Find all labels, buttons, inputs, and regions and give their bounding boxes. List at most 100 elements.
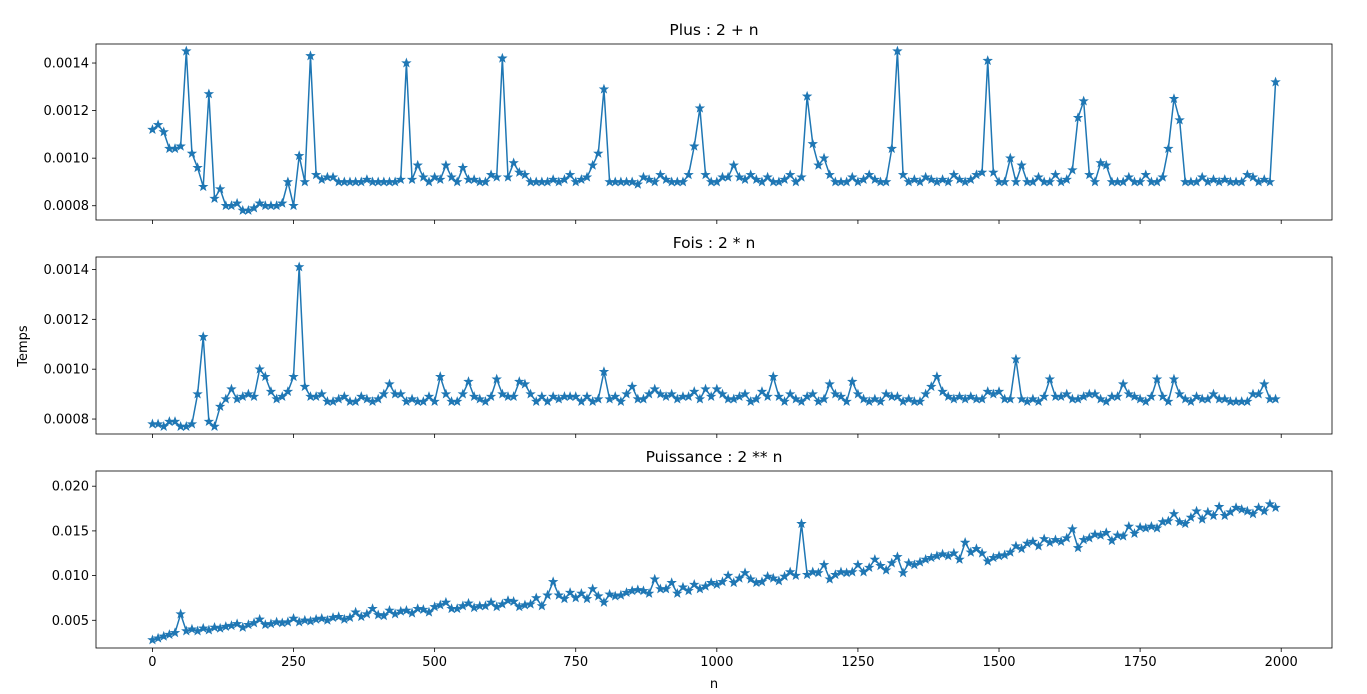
data-point <box>1219 174 1230 184</box>
data-point <box>649 573 660 584</box>
data-point <box>1134 393 1146 404</box>
data-point <box>959 176 971 187</box>
data-point <box>660 391 672 402</box>
data-point <box>824 378 835 389</box>
data-point <box>547 391 559 402</box>
x-tick-label: 1000 <box>700 655 733 670</box>
data-point <box>203 416 215 426</box>
data-point <box>672 393 683 404</box>
data-point <box>1044 373 1056 384</box>
data-point <box>502 595 514 606</box>
data-point <box>502 171 514 182</box>
data-point <box>835 566 847 577</box>
data-point <box>892 45 903 56</box>
data-point <box>587 396 598 407</box>
data-point <box>508 596 519 606</box>
data-point <box>1168 508 1180 519</box>
data-point <box>999 549 1010 560</box>
data-point <box>818 393 830 404</box>
data-point <box>598 366 610 377</box>
data-point <box>807 388 818 399</box>
data-point <box>226 200 237 211</box>
data-point <box>1072 112 1084 123</box>
data-point <box>440 159 452 170</box>
data-point <box>604 393 615 404</box>
data-point <box>903 176 914 187</box>
data-point <box>677 176 689 187</box>
data-point <box>446 171 457 182</box>
data-point <box>519 378 531 389</box>
data-point <box>305 50 316 61</box>
data-point <box>694 583 706 594</box>
data-point <box>429 396 440 407</box>
data-point <box>1112 529 1123 540</box>
data-point <box>356 391 367 402</box>
data-point <box>1117 378 1129 389</box>
data-point <box>666 388 677 399</box>
data-point <box>418 171 429 182</box>
data-point <box>593 147 604 158</box>
data-point <box>739 567 751 578</box>
data-point <box>451 176 463 187</box>
data-point <box>1146 520 1157 531</box>
data-point <box>999 176 1010 187</box>
data-point <box>491 601 502 612</box>
data-point <box>948 393 960 404</box>
axes-frame <box>95 470 1333 649</box>
data-point <box>457 162 469 173</box>
data-point <box>943 550 954 561</box>
data-point <box>389 176 401 187</box>
data-point <box>649 176 660 187</box>
data-point <box>570 391 581 402</box>
data-point <box>1270 76 1281 87</box>
data-point <box>796 171 807 182</box>
data-point <box>564 587 576 598</box>
data-point <box>689 386 700 397</box>
data-point <box>734 391 745 402</box>
data-point <box>943 391 954 402</box>
data-point <box>1202 176 1214 187</box>
subplot-fois: Fois : 2 * n 0.0008 0.0010 0.0012 0.0014 <box>44 234 1333 438</box>
x-tick-label: 250 <box>281 655 306 670</box>
data-point <box>784 566 796 577</box>
data-point <box>1072 393 1084 404</box>
data-point <box>937 386 948 397</box>
plot-area: 0.005 0.010 0.015 0.020 0 250 500 750 1000 1250 15… <box>52 470 1333 670</box>
data-point <box>993 386 1005 397</box>
data-point <box>485 596 497 607</box>
data-point <box>762 391 773 402</box>
subplot-title: Fois : 2 * n <box>673 234 756 252</box>
data-point <box>739 388 751 399</box>
data-point <box>948 547 960 558</box>
data-point <box>570 176 581 187</box>
data-point <box>1101 159 1112 170</box>
data-point <box>948 169 960 180</box>
y-tick-label: 0.005 <box>52 614 89 629</box>
data-point <box>638 585 649 596</box>
data-point <box>468 391 480 402</box>
data-point <box>367 603 378 614</box>
data-point <box>1270 393 1281 404</box>
data-point <box>751 174 762 184</box>
data-point <box>485 169 497 180</box>
data-point <box>322 614 333 625</box>
x-tick-label: 1750 <box>1124 655 1157 670</box>
data-point <box>773 391 785 402</box>
data-point <box>1270 502 1281 513</box>
data-point <box>1259 378 1270 389</box>
data-point <box>638 171 649 182</box>
data-point <box>316 613 327 623</box>
data-point <box>598 83 610 94</box>
data-point <box>186 418 198 429</box>
data-point <box>1157 171 1168 182</box>
data-point <box>260 371 271 382</box>
data-point <box>762 571 773 581</box>
data-point <box>401 57 412 68</box>
data-point <box>514 376 525 387</box>
data-point <box>299 614 311 625</box>
data-point <box>401 396 412 407</box>
data-point <box>514 166 525 177</box>
data-point <box>976 166 988 177</box>
data-point <box>784 169 796 180</box>
